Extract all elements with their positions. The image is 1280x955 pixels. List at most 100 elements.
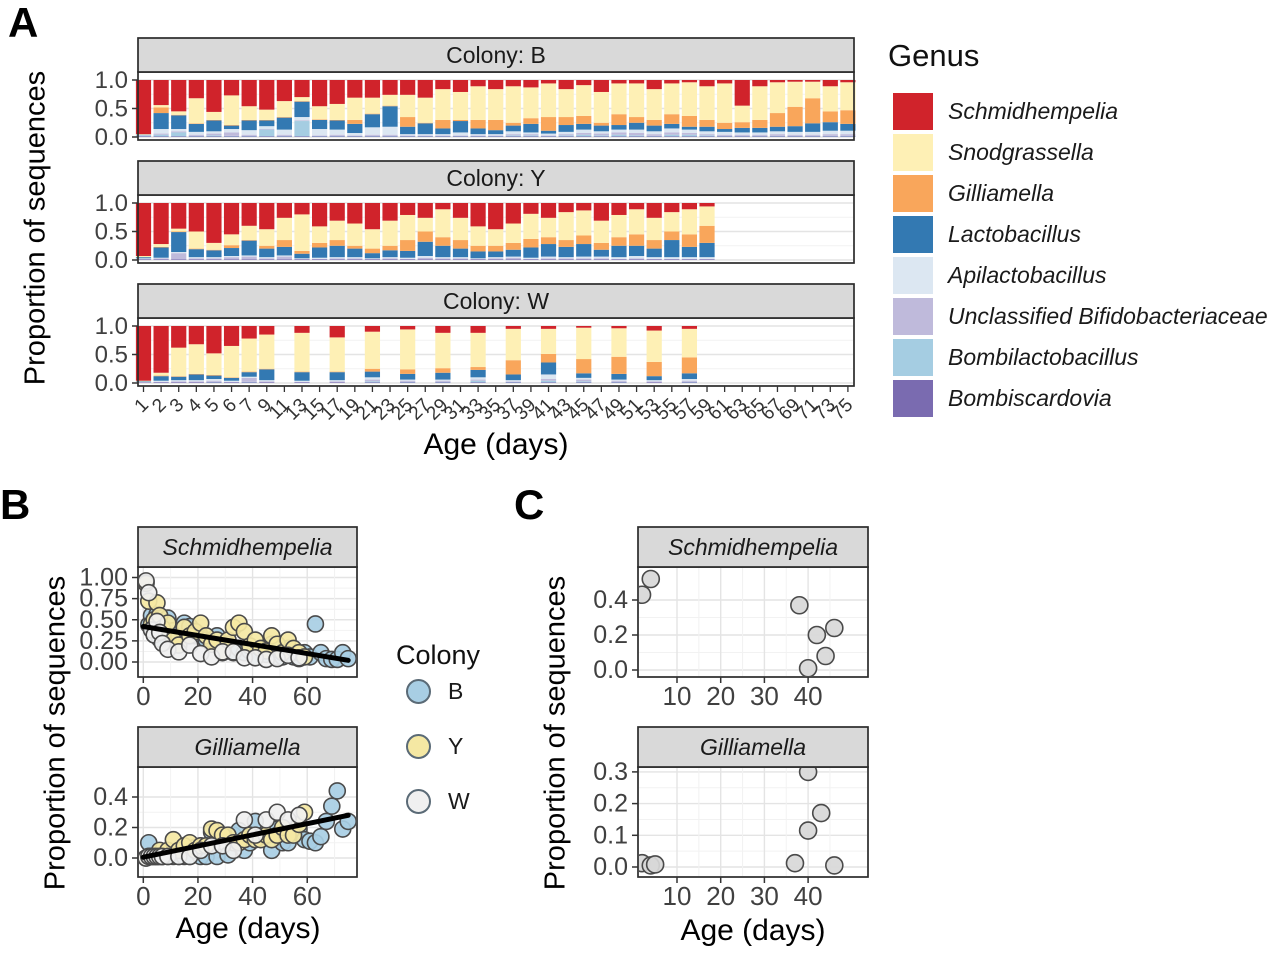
bar-segment-bombiscardovia [822, 136, 838, 137]
bar-segment-gilliamella [646, 119, 662, 126]
bar-segment-snodgrassella [540, 217, 557, 238]
x-tick-label: 30 [750, 681, 779, 711]
bar-segment-bombilactobacillus [223, 135, 240, 137]
bar-segment-apilactobacillus [593, 131, 609, 134]
legend-item-snodgrassella: Snodgrassella [893, 132, 1268, 173]
bar-segment-gilliamella [646, 361, 662, 377]
bar-segment-bombiscardovia [241, 136, 257, 137]
bar-segment-gilliamella [259, 368, 275, 370]
bar-segment-schmidhempelia [505, 326, 521, 329]
legend-item-gilliamella: Gilliamella [893, 173, 1268, 214]
bar-segment-apilactobacillus [329, 380, 345, 382]
bar-segment-schmidhempelia [470, 326, 486, 333]
panel-a-y-axis-title: Proportion of sequences [19, 70, 52, 386]
bar-segment-schmidhempelia [576, 326, 592, 328]
bar-segment-lactobacillus [646, 248, 662, 258]
bar-segment-unclassified-bifidobacteriaceae [276, 134, 292, 136]
bar-segment-schmidhempelia [171, 203, 187, 229]
bar-segment-bombilactobacillus [523, 135, 539, 137]
bar-segment-unclassified-bifidobacteriaceae [364, 134, 381, 136]
facet-y-strip [137, 160, 855, 196]
bar-segment-lactobacillus [752, 127, 768, 133]
x-tick-label: 20 [706, 681, 735, 711]
bar-segment-lactobacillus [312, 247, 328, 258]
bar-segment-gilliamella [188, 123, 204, 124]
bar-segment-gilliamella [734, 122, 750, 128]
bar-segment-lactobacillus [558, 246, 574, 258]
bar-segment-schmidhempelia [540, 203, 557, 218]
bar-segment-bombilactobacillus [628, 135, 645, 137]
bar-segment-unclassified-bifidobacteriaceae [505, 134, 521, 136]
bar-segment-bombiscardovia [259, 259, 275, 260]
bar-segment-gilliamella [576, 359, 592, 374]
bar-segment-bombiscardovia [171, 136, 187, 137]
bar-segment-bombiscardovia [734, 136, 750, 137]
bar-segment-unclassified-bifidobacteriaceae [382, 258, 398, 260]
bar-segment-gilliamella [540, 353, 557, 363]
bar-segment-snodgrassella [787, 81, 803, 107]
bar-segment-snodgrassella [206, 111, 222, 120]
bar-segment-unclassified-bifidobacteriaceae [540, 379, 557, 381]
y-tick-label: 1.00 [79, 564, 128, 592]
bar-segment-bombiscardovia [223, 259, 240, 260]
bar-segment-snodgrassella [664, 83, 680, 115]
bar-segment-schmidhempelia [435, 203, 451, 210]
scatter-point [290, 806, 308, 825]
bar-segment-lactobacillus [206, 375, 222, 380]
x-tick-label: 40 [794, 681, 823, 711]
bar-segment-snodgrassella [364, 97, 381, 114]
bar-segment-schmidhempelia [734, 80, 750, 106]
bar-segment-snodgrassella [752, 86, 768, 120]
y-tick-label: 0.5 [95, 219, 128, 246]
bar-segment-snodgrassella [188, 98, 204, 124]
bar-segment-unclassified-bifidobacteriaceae [611, 258, 627, 260]
bar-segment-apilactobacillus [329, 257, 345, 259]
facet-schmidhempelia-strip-label: Schmidhempelia [162, 534, 332, 560]
bar-segment-apilactobacillus [259, 126, 275, 130]
bar-segment-apilactobacillus [294, 117, 310, 121]
bar-segment-bombilactobacillus [312, 135, 328, 137]
bar-segment-schmidhempelia [171, 326, 187, 348]
bar-segment-bombiscardovia [540, 382, 557, 383]
bar-segment-apilactobacillus [417, 134, 433, 136]
bar-segment-bombiscardovia [435, 259, 451, 260]
bar-segment-bombiscardovia [611, 136, 627, 137]
bar-segment-unclassified-bifidobacteriaceae [206, 380, 222, 382]
bar-segment-bombiscardovia [505, 259, 521, 260]
facet-w-strip [137, 283, 855, 319]
bar-segment-snodgrassella [488, 229, 504, 246]
bar-segment-schmidhempelia [135, 80, 152, 135]
colony-legend-item-b: B [406, 664, 470, 719]
bar-segment-lactobacillus [188, 123, 204, 132]
bar-segment-unclassified-bifidobacteriaceae [734, 134, 750, 136]
bar-segment-apilactobacillus [382, 126, 398, 135]
bar-segment-bombilactobacillus [576, 381, 592, 383]
bar-segment-apilactobacillus [153, 257, 169, 259]
bar-segment-apilactobacillus [540, 256, 557, 259]
bar-segment-gilliamella [611, 356, 627, 374]
bar-segment-bombiscardovia [540, 136, 557, 137]
panel-b-x-axis-title: Age (days) [175, 912, 321, 945]
panel-a-label: A [8, 0, 39, 46]
bar-segment-unclassified-bifidobacteriaceae [488, 258, 504, 260]
bar-segment-bombilactobacillus [840, 135, 856, 137]
bar-segment-snodgrassella [470, 86, 486, 120]
bar-segment-gilliamella [646, 240, 662, 249]
bar-segment-schmidhempelia [241, 203, 257, 226]
bar-segment-unclassified-bifidobacteriaceae [417, 257, 433, 260]
bar-segment-bombiscardovia [540, 259, 557, 260]
bar-segment-schmidhempelia [153, 326, 169, 373]
bar-segment-snodgrassella [329, 103, 345, 120]
bar-segment-snodgrassella [382, 94, 398, 106]
bar-segment-gilliamella [628, 117, 645, 123]
panel-c-y-axis-title: Proportion of sequences [539, 575, 572, 891]
bar-segment-snodgrassella [259, 109, 275, 120]
bar-segment-schmidhempelia [470, 80, 486, 87]
bar-segment-lactobacillus [470, 369, 486, 378]
bar-segment-apilactobacillus [435, 134, 451, 136]
bar-segment-unclassified-bifidobacteriaceae [382, 134, 398, 136]
bar-segment-gilliamella [488, 245, 504, 252]
facet-gilliamella-strip-label: Gilliamella [194, 734, 300, 760]
points-group [639, 569, 844, 676]
bar-segment-gilliamella [223, 377, 240, 378]
